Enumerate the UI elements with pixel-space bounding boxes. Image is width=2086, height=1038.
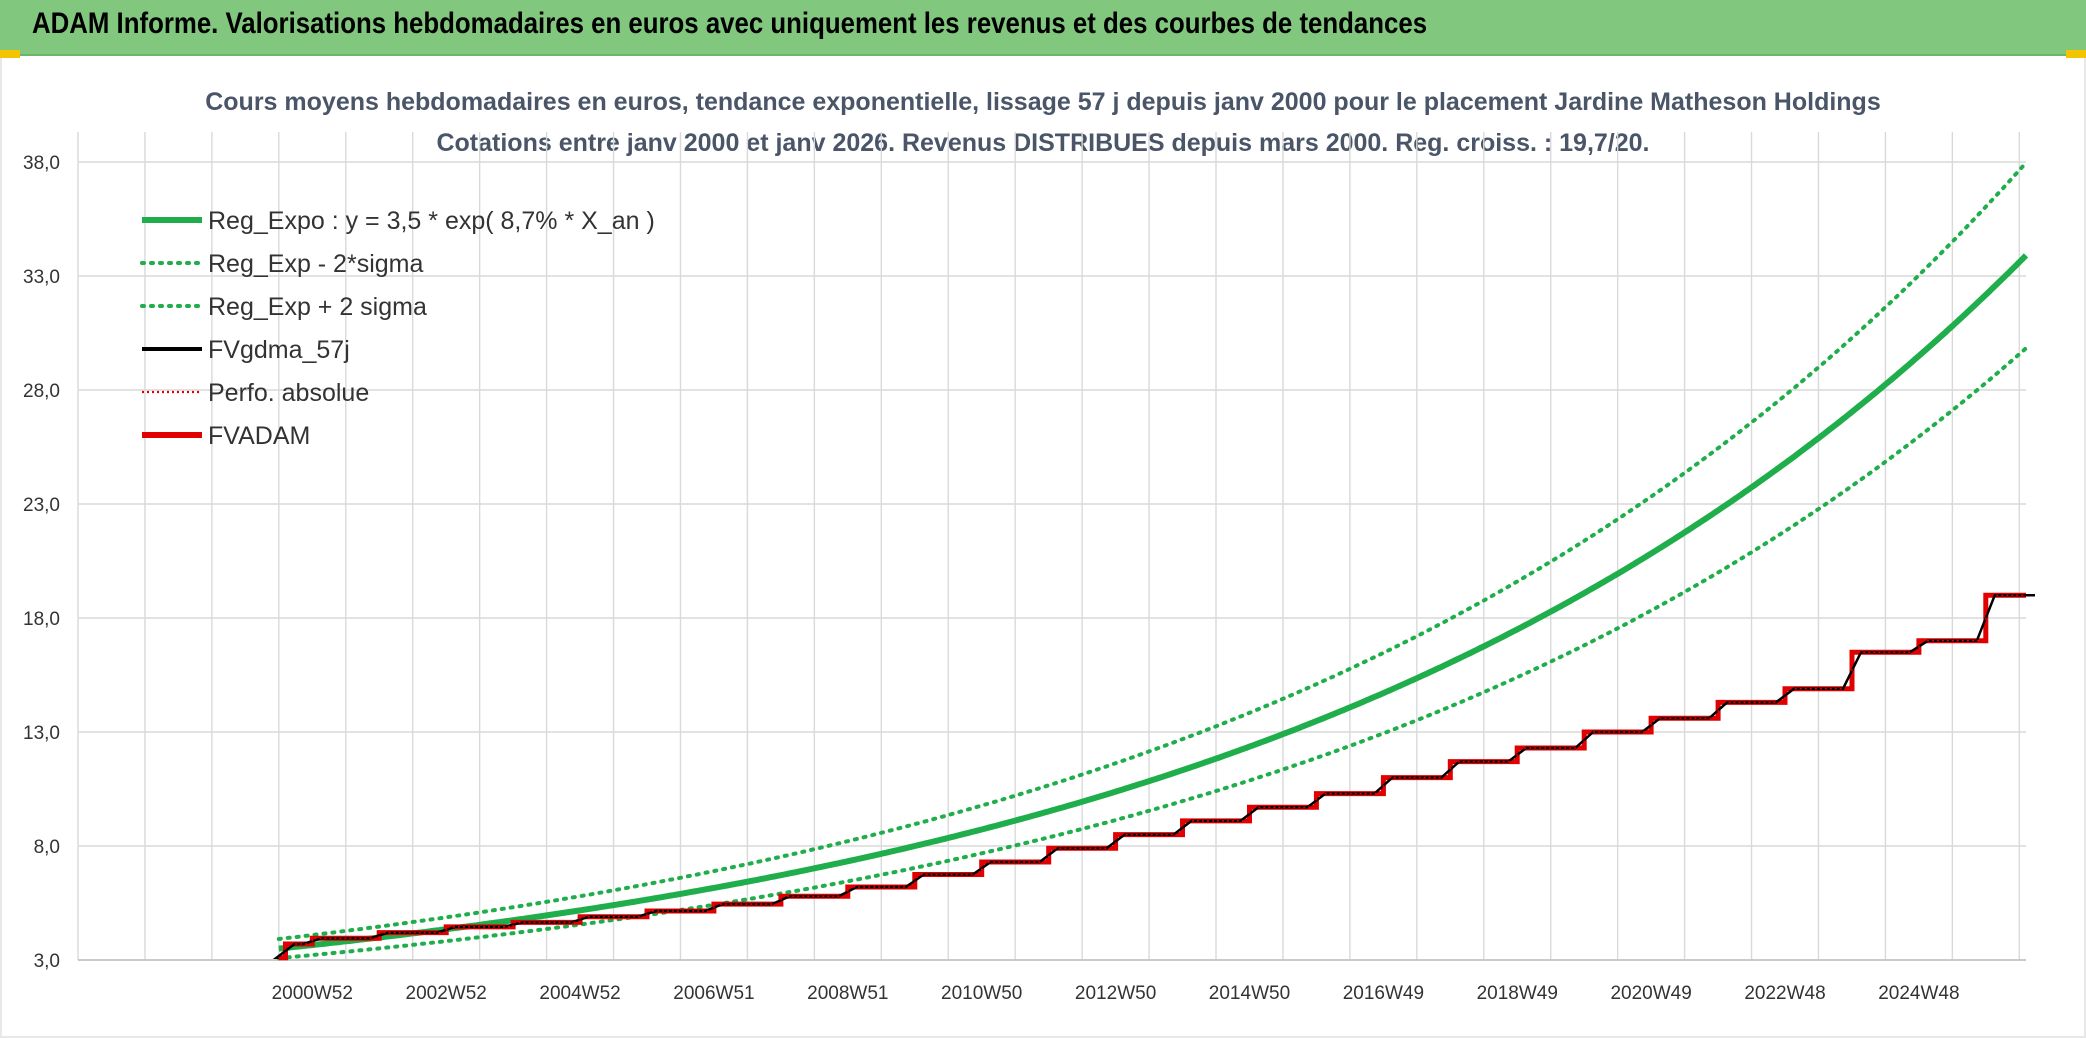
x-tick-label: 2022W48 [1744, 983, 1825, 1004]
y-tick-label: 38,0 [23, 153, 60, 174]
legend: Reg_Expo : y = 3,5 * exp( 8,7% * X_an ) R… [140, 207, 655, 450]
x-tick-label: 2014W50 [1209, 983, 1290, 1004]
chart-subtitle: Cotations entre janv 2000 et janv 2026. … [436, 129, 1649, 157]
x-tick-label: 2004W52 [539, 983, 620, 1004]
legend-entry-label: Reg_Exp - 2*sigma [208, 250, 423, 278]
y-tick-label: 8,0 [34, 837, 60, 858]
x-tick-label: 2000W52 [272, 983, 353, 1004]
y-tick-label: 18,0 [23, 609, 60, 630]
x-tick-label: 2024W48 [1878, 983, 1959, 1004]
x-tick-label: 2002W52 [406, 983, 487, 1004]
legend-entry-label: Reg_Exp + 2 sigma [208, 293, 427, 321]
page-title: ADAM Informe. Valorisations hebdomadaire… [32, 7, 1428, 40]
x-tick-label: 2012W50 [1075, 983, 1156, 1004]
x-tick-label: 2006W51 [673, 983, 754, 1004]
y-tick-label: 23,0 [23, 495, 60, 516]
legend-entry-label: FVgdma_57j [208, 336, 350, 364]
y-tick-label: 28,0 [23, 381, 60, 402]
y-tick-label: 13,0 [23, 723, 60, 744]
regression-line [278, 253, 2029, 952]
axes: 3,0 8,0 13,0 18,0 23,0 28,0 33,0 38,0 2000W52 200… [23, 153, 2026, 1004]
x-tick-label: 2010W50 [941, 983, 1022, 1004]
legend-entry-label: FVADAM [208, 422, 310, 450]
x-tick-label: 2018W49 [1477, 983, 1558, 1004]
left-accent-mark [0, 50, 20, 58]
perf-absolue-line [278, 594, 2026, 959]
chart-title: Cours moyens hebdomadaires en euros, ten… [205, 88, 1881, 116]
upper-band-line [276, 160, 2028, 941]
header-bar: ADAM Informe. Valorisations hebdomadaire… [0, 0, 2086, 56]
y-tick-label: 3,0 [34, 951, 60, 972]
y-tick-label: 33,0 [23, 267, 60, 288]
x-tick-label: 2016W49 [1343, 983, 1424, 1004]
x-tick-label: 2008W51 [807, 983, 888, 1004]
lower-band-line [276, 346, 2028, 961]
grid [77, 132, 2026, 961]
right-accent-mark [2066, 50, 2086, 58]
legend-entry-label: Perfo. absolue [208, 379, 369, 407]
x-tick-label: 2020W49 [1610, 983, 1691, 1004]
legend-entry-label: Reg_Expo : y = 3,5 * exp( 8,7% * X_an ) [208, 207, 655, 235]
series [272, 160, 2035, 961]
